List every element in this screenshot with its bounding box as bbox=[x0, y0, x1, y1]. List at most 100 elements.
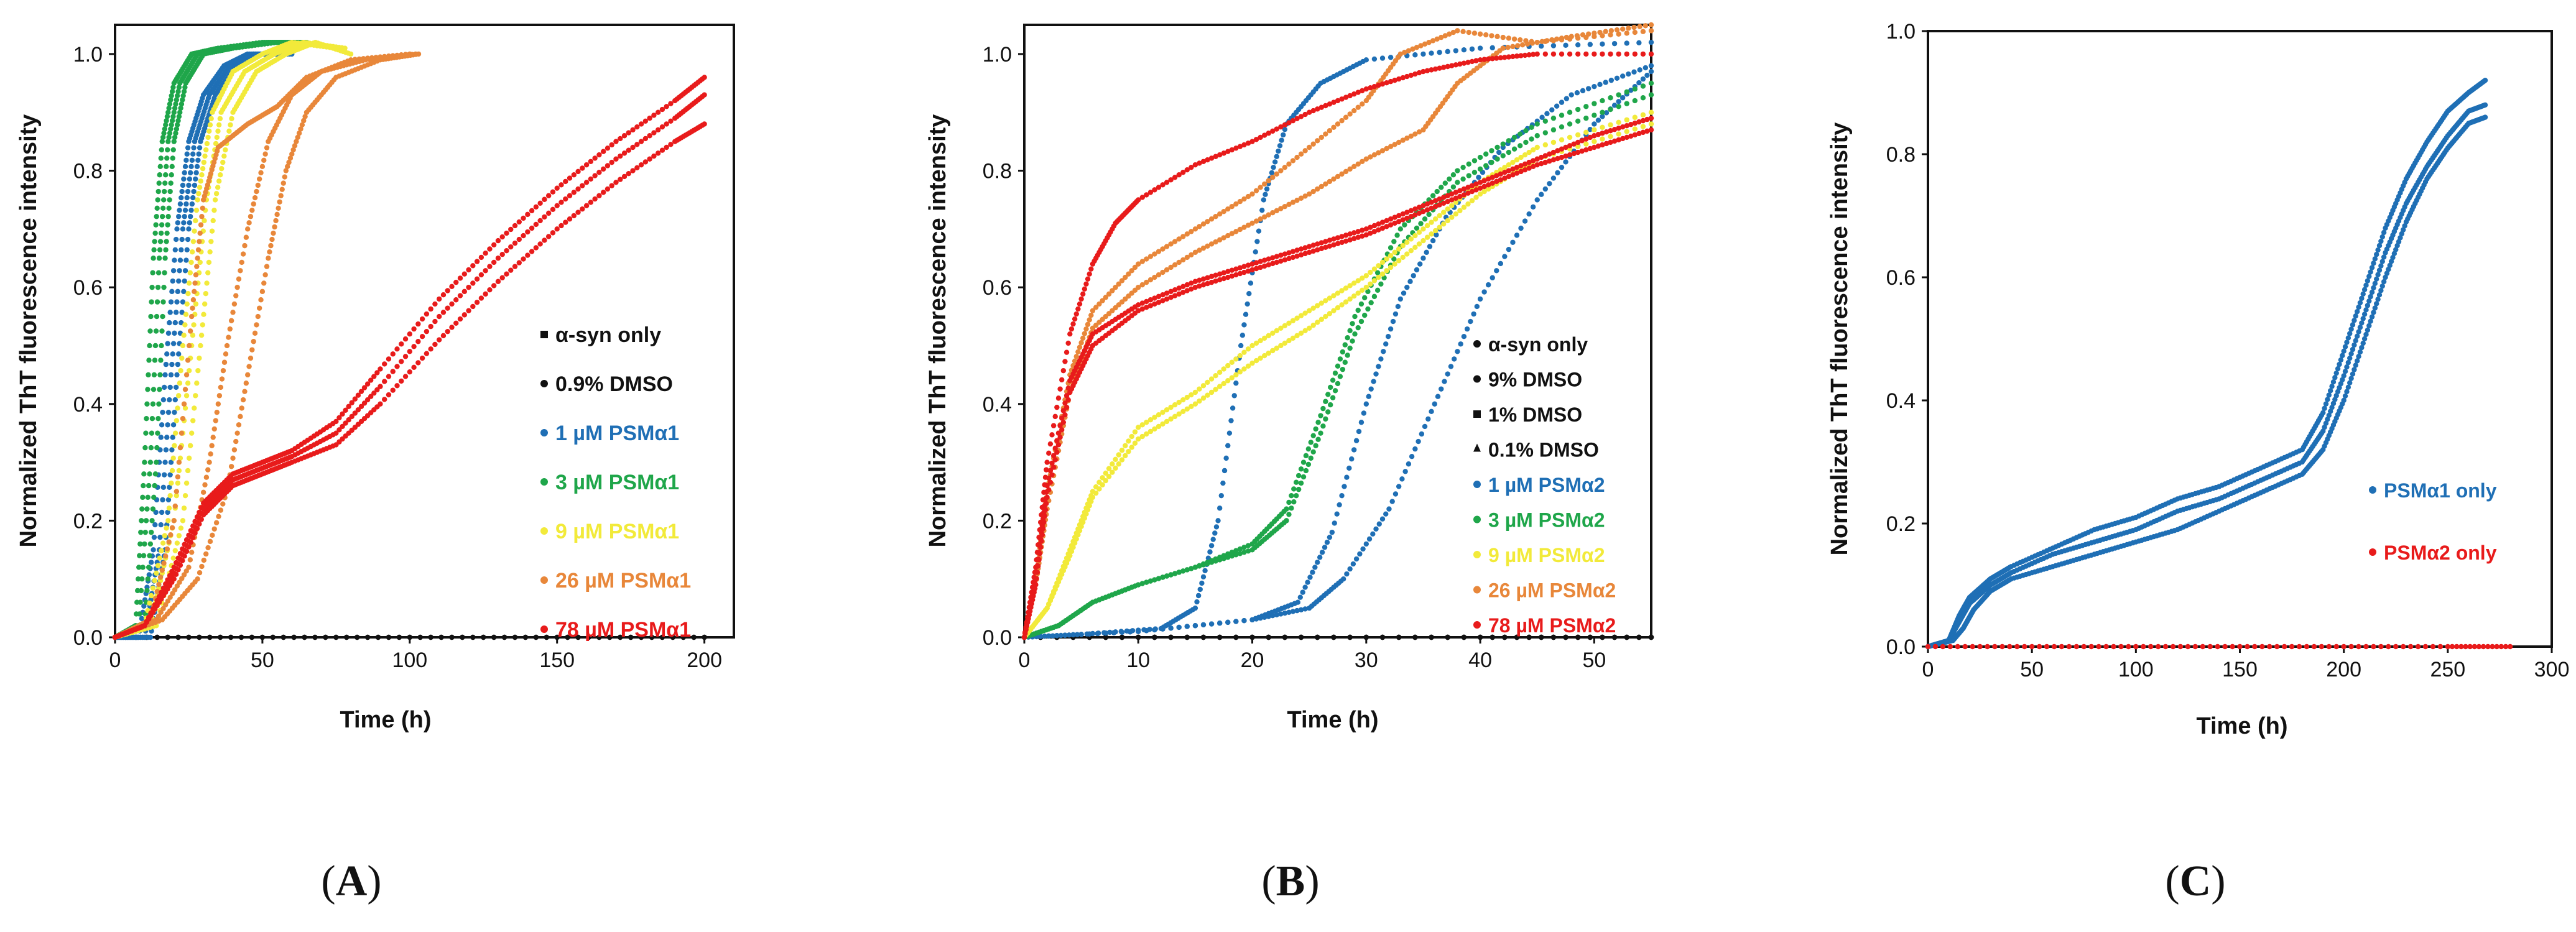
panel-a-data-point bbox=[605, 163, 611, 168]
panel-b-data-point bbox=[1404, 239, 1410, 245]
panel-b-data-point bbox=[1266, 178, 1271, 183]
panel-a-data-point bbox=[160, 134, 166, 141]
panel-b-data-point bbox=[1139, 259, 1146, 264]
panel-a-data-point bbox=[407, 349, 413, 354]
panel-b-data-point bbox=[1318, 430, 1323, 436]
panel-b-data-point bbox=[1168, 404, 1174, 410]
panel-b-data-point bbox=[1616, 99, 1621, 104]
panel-b-data-point bbox=[1306, 144, 1312, 150]
panel-b-data-point bbox=[1347, 566, 1353, 572]
panel-a-data-point bbox=[289, 151, 295, 157]
panel-a-data-point bbox=[521, 256, 526, 262]
panel-a-data-point bbox=[174, 122, 180, 128]
panel-b-data-point bbox=[1229, 550, 1235, 555]
panel-b-data-point bbox=[1510, 44, 1516, 50]
panel-b-data-point bbox=[1184, 567, 1190, 573]
panel-a-data-point bbox=[220, 159, 226, 165]
panel-b-data-point bbox=[1132, 429, 1138, 435]
panel-b-data-point bbox=[1373, 371, 1379, 377]
panel-b-data-point bbox=[1477, 634, 1483, 640]
panel-a-data-point bbox=[149, 593, 154, 599]
panel-a-data-point bbox=[165, 147, 170, 153]
panel-b-data-point bbox=[1197, 386, 1202, 392]
panel-a-data-point bbox=[621, 150, 628, 156]
panel-a-data-point bbox=[142, 541, 147, 547]
panel-b-data-point bbox=[1554, 103, 1560, 109]
panel-b-data-point bbox=[1070, 545, 1076, 550]
panel-a-data-point bbox=[217, 116, 223, 121]
panel-b-data-point bbox=[1439, 386, 1444, 392]
panel-b-data-point bbox=[1575, 106, 1581, 113]
panel-a-data-point bbox=[349, 400, 354, 405]
panel-b-data-point bbox=[1351, 108, 1357, 114]
panel-b-data-point bbox=[1505, 44, 1511, 50]
panel-b-data-point bbox=[1624, 51, 1629, 57]
panel-b-data-point bbox=[1332, 520, 1337, 526]
panel-a-data-point bbox=[529, 225, 535, 231]
panel-b-data-point bbox=[1327, 127, 1333, 134]
panel-a-data-point bbox=[201, 557, 207, 563]
panel-b-data-point bbox=[1514, 634, 1520, 640]
panel-b-data-point bbox=[1168, 416, 1174, 422]
panel-a-data-point bbox=[626, 171, 631, 177]
panel-b-data-point bbox=[1258, 615, 1263, 621]
panel-a-data-point bbox=[254, 322, 259, 328]
panel-a-data-point bbox=[183, 568, 189, 574]
panel-a-data-point bbox=[702, 121, 707, 127]
panel-a-data-point bbox=[229, 116, 234, 121]
panel-b-data-point bbox=[1385, 334, 1391, 339]
panel-b-data-point bbox=[1330, 377, 1336, 383]
panel-a-data-point bbox=[157, 247, 163, 253]
panel-b-data-point bbox=[1419, 431, 1425, 437]
panel-a-data-point bbox=[210, 532, 215, 538]
panel-b-data-point bbox=[1471, 158, 1478, 164]
panel-a-data-point bbox=[200, 489, 206, 496]
panel-b-data-point bbox=[1351, 447, 1357, 453]
panel-b-data-point bbox=[1243, 311, 1249, 317]
panel-b-data-point bbox=[1318, 413, 1323, 418]
panel-a-data-point bbox=[195, 157, 201, 163]
panel-b-data-point bbox=[1574, 90, 1580, 96]
panel-a-data-point bbox=[173, 571, 179, 578]
panel-b-data-point bbox=[1402, 222, 1407, 228]
panel-b-data-point bbox=[1129, 433, 1135, 440]
panel-a-data-point bbox=[516, 219, 522, 225]
panel-a-data-point bbox=[176, 351, 182, 357]
panel-a-data-point bbox=[231, 301, 238, 307]
panel-b-data-point bbox=[1371, 379, 1376, 384]
panel-a-data-point bbox=[170, 422, 177, 428]
panel-a-data-point bbox=[512, 264, 518, 269]
panel-a-data-point bbox=[487, 246, 493, 252]
panel-b-data-point bbox=[1335, 381, 1341, 387]
panel-a-data-point bbox=[558, 182, 564, 188]
panel-a-data-point bbox=[243, 381, 249, 386]
panel-a-series-3 bbox=[112, 39, 310, 640]
panel-b-data-point bbox=[1229, 553, 1235, 559]
panel-b-data-point bbox=[1315, 436, 1321, 442]
panel-b-data-point bbox=[1434, 188, 1440, 195]
panel-a-data-point bbox=[164, 164, 169, 170]
panel-a-data-point bbox=[186, 565, 192, 570]
panel-b-data-point bbox=[1302, 310, 1308, 316]
panel-a-data-point bbox=[172, 105, 178, 111]
panel-a-data-point bbox=[600, 190, 606, 195]
panel-b-data-point bbox=[1432, 401, 1437, 407]
panel-b-data-point bbox=[1517, 131, 1523, 137]
panel-b-data-point bbox=[1555, 170, 1560, 176]
panel-b-data-point bbox=[1534, 51, 1540, 57]
panel-b-data-point bbox=[1392, 311, 1399, 317]
panel-b-data-point bbox=[1358, 318, 1364, 325]
panel-a-series-6-replicate-2 bbox=[112, 121, 707, 640]
panel-b-data-point bbox=[1072, 316, 1078, 322]
panel-a-data-point bbox=[483, 291, 488, 297]
panel-a-data-point bbox=[178, 195, 184, 201]
panel-a-data-point bbox=[167, 310, 173, 315]
panel-b-data-point bbox=[1425, 416, 1431, 422]
panel-a-data-point bbox=[141, 471, 147, 477]
panel-b-data-point bbox=[1591, 101, 1597, 106]
panel-a-data-point bbox=[580, 165, 585, 171]
panel-a-data-point bbox=[177, 257, 183, 263]
panel-b-data-point bbox=[1103, 478, 1109, 484]
panel-a-data-point bbox=[343, 420, 348, 426]
